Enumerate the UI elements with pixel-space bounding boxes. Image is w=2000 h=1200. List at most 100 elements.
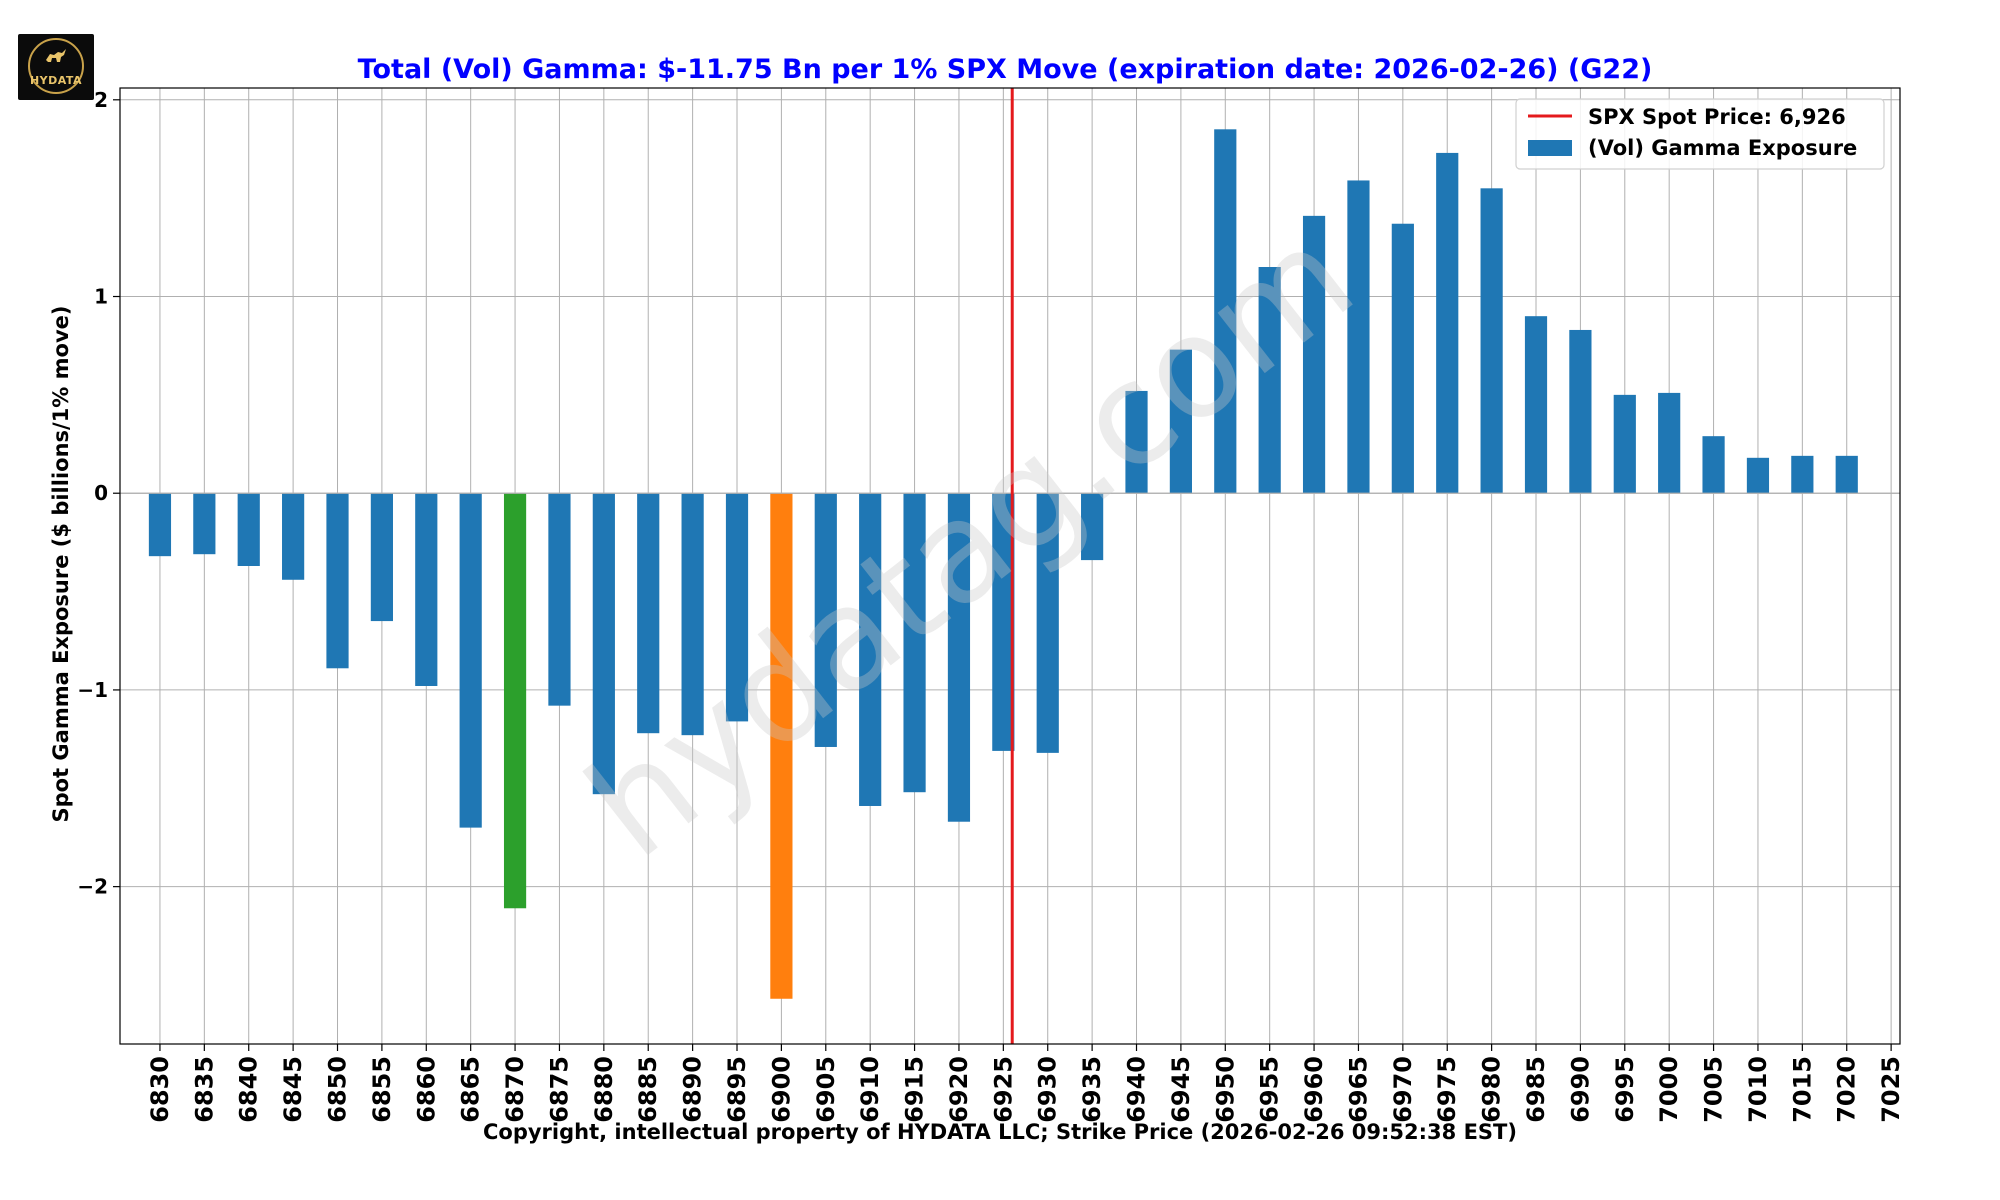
bar-6875 — [548, 493, 571, 706]
x-tick-label: 6930 — [1034, 1056, 1062, 1123]
x-axis-ticks: 6830 6835 6840 6845 6850 6855 6860 6865 6870 6875… — [146, 1044, 1905, 1123]
x-tick-label: 6860 — [412, 1056, 440, 1123]
x-tick-label: 6995 — [1611, 1056, 1639, 1123]
x-tick-label: 6895 — [723, 1056, 751, 1123]
chart-title: Total (Vol) Gamma: $-11.75 Bn per 1% SPX… — [358, 54, 1653, 85]
x-tick-label: 6955 — [1256, 1056, 1284, 1123]
plot-frame — [119, 87, 1901, 1045]
bar-6845 — [282, 493, 305, 580]
y-tick-label: 0 — [94, 481, 108, 505]
x-axis-label: Copyright, intellectual property of HYDA… — [483, 1120, 1517, 1144]
bar-6910 — [859, 493, 882, 806]
bar-6975 — [1436, 152, 1459, 494]
bar-6840 — [237, 493, 260, 566]
bars — [148, 129, 1858, 999]
y-tick-label: 1 — [94, 285, 108, 309]
x-tick-label: 6920 — [945, 1056, 973, 1123]
bar-6950 — [1214, 129, 1237, 494]
x-tick-label: 7020 — [1833, 1056, 1861, 1123]
bar-6930 — [1036, 493, 1059, 753]
bar-6870 — [503, 493, 527, 909]
bar-6985 — [1524, 316, 1548, 494]
legend-spot-label: SPX Spot Price: 6,926 — [1588, 105, 1846, 129]
bar-6835 — [193, 493, 216, 555]
bar-6925 — [992, 493, 1015, 751]
x-tick-label: 7015 — [1788, 1056, 1816, 1123]
bar-6940 — [1125, 390, 1148, 494]
bar-7010 — [1746, 457, 1770, 494]
x-tick-label: 7005 — [1700, 1056, 1728, 1123]
bar-6970 — [1391, 223, 1414, 494]
bar-6890 — [681, 493, 704, 736]
x-tick-label: 6875 — [545, 1056, 573, 1123]
y-axis-ticks: 2 1 0 −1 −2 — [77, 88, 120, 899]
x-tick-label: 6925 — [989, 1056, 1017, 1123]
x-tick-label: 7025 — [1877, 1056, 1905, 1123]
bar-6830 — [148, 493, 172, 557]
bar-6935 — [1081, 493, 1104, 561]
x-tick-label: 6980 — [1478, 1056, 1506, 1123]
bar-6995 — [1613, 394, 1636, 494]
x-tick-label: 6845 — [279, 1056, 307, 1123]
legend: SPX Spot Price: 6,926 (Vol) Gamma Exposu… — [1515, 98, 1885, 170]
x-tick-label: 6850 — [324, 1056, 352, 1123]
y-tick-label: 2 — [94, 88, 108, 112]
x-tick-label: 6940 — [1123, 1056, 1151, 1123]
bar-6850 — [326, 493, 349, 669]
legend-gamma-label: (Vol) Gamma Exposure — [1588, 136, 1857, 160]
y-tick-label: −1 — [77, 678, 108, 702]
x-tick-label: 7010 — [1744, 1056, 1772, 1123]
bar-7015 — [1791, 455, 1814, 494]
x-tick-label: 6945 — [1167, 1056, 1195, 1123]
x-tick-label: 6905 — [812, 1056, 840, 1123]
bar-6900 — [770, 493, 793, 999]
x-tick-label: 6960 — [1300, 1056, 1328, 1123]
bar-7005 — [1702, 436, 1725, 494]
x-tick-label: 6970 — [1389, 1056, 1417, 1123]
logo-text: HYDATA — [29, 74, 83, 87]
bar-6860 — [415, 493, 438, 686]
x-tick-label: 6965 — [1344, 1056, 1372, 1123]
bar-6915 — [903, 493, 926, 793]
x-tick-label: 6855 — [368, 1056, 396, 1123]
y-tick-label: −2 — [77, 875, 108, 899]
x-tick-label: 6915 — [901, 1056, 929, 1123]
x-tick-label: 6990 — [1566, 1056, 1594, 1123]
bar-6880 — [592, 493, 615, 795]
bar-6990 — [1569, 329, 1592, 494]
bar-6980 — [1480, 188, 1503, 494]
x-tick-label: 6975 — [1433, 1056, 1461, 1123]
bar-6945 — [1169, 349, 1192, 494]
legend-gamma-swatch — [1528, 140, 1572, 156]
x-tick-label: 6935 — [1078, 1056, 1106, 1123]
x-tick-label: 6890 — [679, 1056, 707, 1123]
x-tick-label: 6830 — [146, 1056, 174, 1123]
bar-6965 — [1347, 180, 1370, 494]
x-tick-label: 6840 — [235, 1056, 263, 1123]
bar-6955 — [1258, 267, 1281, 494]
bar-6855 — [370, 493, 393, 622]
x-tick-label: 6910 — [856, 1056, 884, 1123]
bar-6895 — [725, 493, 749, 722]
hydata-logo: HYDATA — [18, 34, 94, 100]
x-tick-label: 6900 — [767, 1056, 795, 1123]
x-tick-label: 6880 — [590, 1056, 618, 1123]
bar-6885 — [637, 493, 660, 734]
logo-ring — [28, 38, 84, 94]
bar-6920 — [947, 493, 971, 822]
y-axis-label: Spot Gamma Exposure ($ billions/1% move) — [49, 306, 73, 823]
bull-icon — [46, 49, 66, 62]
x-tick-label: 6985 — [1522, 1056, 1550, 1123]
x-tick-label: 7000 — [1655, 1056, 1683, 1123]
bar-6905 — [814, 493, 837, 747]
x-tick-label: 6950 — [1211, 1056, 1239, 1123]
x-tick-label: 6885 — [634, 1056, 662, 1123]
x-tick-label: 6865 — [457, 1056, 485, 1123]
bar-6960 — [1302, 215, 1326, 494]
bar-7020 — [1835, 455, 1858, 494]
bar-7000 — [1658, 392, 1681, 494]
x-tick-label: 6835 — [190, 1056, 218, 1123]
x-tick-label: 6870 — [501, 1056, 529, 1123]
bar-6865 — [459, 493, 482, 828]
